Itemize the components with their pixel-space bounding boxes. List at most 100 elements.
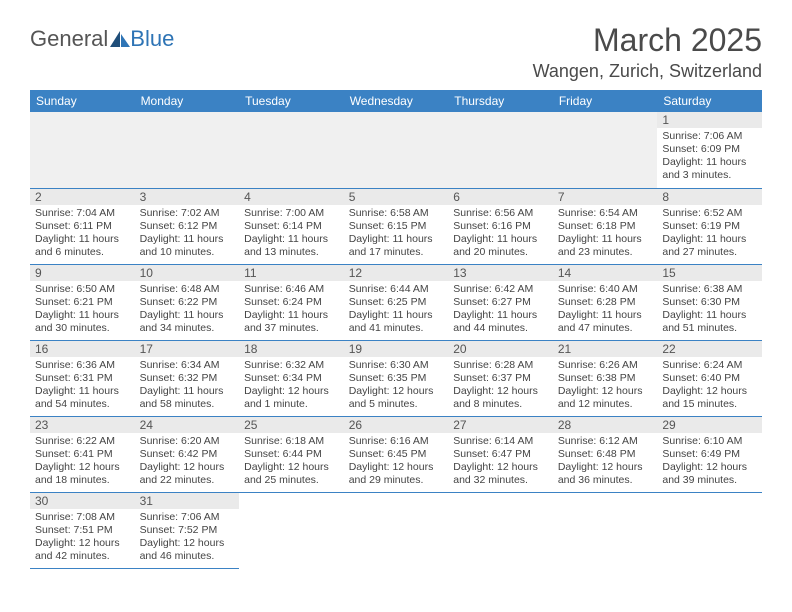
sunset-text: Sunset: 6:19 PM: [662, 220, 757, 233]
sunset-text: Sunset: 6:37 PM: [453, 372, 548, 385]
calendar-day-cell: 23Sunrise: 6:22 AMSunset: 6:41 PMDayligh…: [30, 416, 135, 492]
calendar-week-row: 23Sunrise: 6:22 AMSunset: 6:41 PMDayligh…: [30, 416, 762, 492]
daylight-text: Daylight: 11 hours and 34 minutes.: [140, 309, 235, 335]
calendar-day-cell: 5Sunrise: 6:58 AMSunset: 6:15 PMDaylight…: [344, 188, 449, 264]
calendar-day-cell: 7Sunrise: 6:54 AMSunset: 6:18 PMDaylight…: [553, 188, 658, 264]
daylight-text: Daylight: 11 hours and 6 minutes.: [35, 233, 130, 259]
daylight-text: Daylight: 11 hours and 3 minutes.: [662, 156, 757, 182]
sunrise-text: Sunrise: 6:38 AM: [662, 283, 757, 296]
sunset-text: Sunset: 6:47 PM: [453, 448, 548, 461]
sunset-text: Sunset: 6:09 PM: [662, 143, 757, 156]
daylight-text: Daylight: 12 hours and 18 minutes.: [35, 461, 130, 487]
day-number: 22: [657, 341, 762, 357]
calendar-day-cell: 16Sunrise: 6:36 AMSunset: 6:31 PMDayligh…: [30, 340, 135, 416]
calendar-day-cell: 28Sunrise: 6:12 AMSunset: 6:48 PMDayligh…: [553, 416, 658, 492]
day-number: 28: [553, 417, 658, 433]
calendar-empty-cell: [239, 492, 344, 568]
sunset-text: Sunset: 7:51 PM: [35, 524, 130, 537]
sunset-text: Sunset: 6:44 PM: [244, 448, 339, 461]
daylight-text: Daylight: 11 hours and 51 minutes.: [662, 309, 757, 335]
sunset-text: Sunset: 6:31 PM: [35, 372, 130, 385]
daylight-text: Daylight: 12 hours and 15 minutes.: [662, 385, 757, 411]
calendar-day-cell: 26Sunrise: 6:16 AMSunset: 6:45 PMDayligh…: [344, 416, 449, 492]
day-details: Sunrise: 6:32 AMSunset: 6:34 PMDaylight:…: [239, 357, 344, 415]
sunset-text: Sunset: 6:27 PM: [453, 296, 548, 309]
daylight-text: Daylight: 12 hours and 22 minutes.: [140, 461, 235, 487]
sunrise-text: Sunrise: 6:12 AM: [558, 435, 653, 448]
sunrise-text: Sunrise: 6:46 AM: [244, 283, 339, 296]
calendar-table: SundayMondayTuesdayWednesdayThursdayFrid…: [30, 90, 762, 569]
day-details: Sunrise: 7:04 AMSunset: 6:11 PMDaylight:…: [30, 205, 135, 263]
sunrise-text: Sunrise: 7:00 AM: [244, 207, 339, 220]
calendar-empty-cell: [553, 112, 658, 188]
day-details: Sunrise: 6:36 AMSunset: 6:31 PMDaylight:…: [30, 357, 135, 415]
daylight-text: Daylight: 12 hours and 32 minutes.: [453, 461, 548, 487]
sunrise-text: Sunrise: 6:54 AM: [558, 207, 653, 220]
calendar-week-row: 16Sunrise: 6:36 AMSunset: 6:31 PMDayligh…: [30, 340, 762, 416]
day-number: 25: [239, 417, 344, 433]
sunset-text: Sunset: 6:16 PM: [453, 220, 548, 233]
calendar-day-cell: 30Sunrise: 7:08 AMSunset: 7:51 PMDayligh…: [30, 492, 135, 568]
calendar-empty-cell: [344, 492, 449, 568]
daylight-text: Daylight: 11 hours and 23 minutes.: [558, 233, 653, 259]
sunrise-text: Sunrise: 6:58 AM: [349, 207, 444, 220]
sunset-text: Sunset: 6:49 PM: [662, 448, 757, 461]
sunrise-text: Sunrise: 6:30 AM: [349, 359, 444, 372]
day-details: Sunrise: 6:46 AMSunset: 6:24 PMDaylight:…: [239, 281, 344, 339]
day-details: Sunrise: 6:28 AMSunset: 6:37 PMDaylight:…: [448, 357, 553, 415]
sunrise-text: Sunrise: 6:56 AM: [453, 207, 548, 220]
calendar-empty-cell: [135, 112, 240, 188]
daylight-text: Daylight: 11 hours and 13 minutes.: [244, 233, 339, 259]
title-block: March 2025 Wangen, Zurich, Switzerland: [533, 22, 762, 82]
calendar-day-cell: 29Sunrise: 6:10 AMSunset: 6:49 PMDayligh…: [657, 416, 762, 492]
calendar-day-cell: 15Sunrise: 6:38 AMSunset: 6:30 PMDayligh…: [657, 264, 762, 340]
sunrise-text: Sunrise: 6:44 AM: [349, 283, 444, 296]
day-number: 19: [344, 341, 449, 357]
daylight-text: Daylight: 11 hours and 47 minutes.: [558, 309, 653, 335]
sunset-text: Sunset: 6:22 PM: [140, 296, 235, 309]
day-number: 30: [30, 493, 135, 509]
weekday-header: Thursday: [448, 90, 553, 112]
calendar-head: SundayMondayTuesdayWednesdayThursdayFrid…: [30, 90, 762, 112]
calendar-day-cell: 13Sunrise: 6:42 AMSunset: 6:27 PMDayligh…: [448, 264, 553, 340]
daylight-text: Daylight: 12 hours and 12 minutes.: [558, 385, 653, 411]
day-number: 26: [344, 417, 449, 433]
sunset-text: Sunset: 6:15 PM: [349, 220, 444, 233]
calendar-day-cell: 21Sunrise: 6:26 AMSunset: 6:38 PMDayligh…: [553, 340, 658, 416]
day-number: 12: [344, 265, 449, 281]
calendar-day-cell: 9Sunrise: 6:50 AMSunset: 6:21 PMDaylight…: [30, 264, 135, 340]
day-number: 13: [448, 265, 553, 281]
calendar-day-cell: 22Sunrise: 6:24 AMSunset: 6:40 PMDayligh…: [657, 340, 762, 416]
daylight-text: Daylight: 11 hours and 27 minutes.: [662, 233, 757, 259]
sunrise-text: Sunrise: 6:52 AM: [662, 207, 757, 220]
day-details: Sunrise: 6:58 AMSunset: 6:15 PMDaylight:…: [344, 205, 449, 263]
day-number: 4: [239, 189, 344, 205]
sunset-text: Sunset: 6:48 PM: [558, 448, 653, 461]
day-number: 2: [30, 189, 135, 205]
day-details: Sunrise: 6:38 AMSunset: 6:30 PMDaylight:…: [657, 281, 762, 339]
day-number: 8: [657, 189, 762, 205]
sunset-text: Sunset: 6:30 PM: [662, 296, 757, 309]
day-number: 14: [553, 265, 658, 281]
location-text: Wangen, Zurich, Switzerland: [533, 61, 762, 82]
sunrise-text: Sunrise: 6:50 AM: [35, 283, 130, 296]
day-details: Sunrise: 6:20 AMSunset: 6:42 PMDaylight:…: [135, 433, 240, 491]
calendar-empty-cell: [239, 112, 344, 188]
daylight-text: Daylight: 12 hours and 39 minutes.: [662, 461, 757, 487]
daylight-text: Daylight: 12 hours and 46 minutes.: [140, 537, 235, 563]
sunrise-text: Sunrise: 6:18 AM: [244, 435, 339, 448]
sunset-text: Sunset: 6:32 PM: [140, 372, 235, 385]
day-details: Sunrise: 6:50 AMSunset: 6:21 PMDaylight:…: [30, 281, 135, 339]
day-number: 29: [657, 417, 762, 433]
sunrise-text: Sunrise: 6:48 AM: [140, 283, 235, 296]
calendar-week-row: 30Sunrise: 7:08 AMSunset: 7:51 PMDayligh…: [30, 492, 762, 568]
calendar-body: 1Sunrise: 7:06 AMSunset: 6:09 PMDaylight…: [30, 112, 762, 568]
weekday-header: Sunday: [30, 90, 135, 112]
daylight-text: Daylight: 11 hours and 44 minutes.: [453, 309, 548, 335]
calendar-empty-cell: [344, 112, 449, 188]
sunrise-text: Sunrise: 6:14 AM: [453, 435, 548, 448]
sunset-text: Sunset: 6:35 PM: [349, 372, 444, 385]
calendar-day-cell: 8 Sunrise: 6:52 AMSunset: 6:19 PMDaylight…: [657, 188, 762, 264]
calendar-week-row: 1Sunrise: 7:06 AMSunset: 6:09 PMDaylight…: [30, 112, 762, 188]
sunrise-text: Sunrise: 7:06 AM: [140, 511, 235, 524]
